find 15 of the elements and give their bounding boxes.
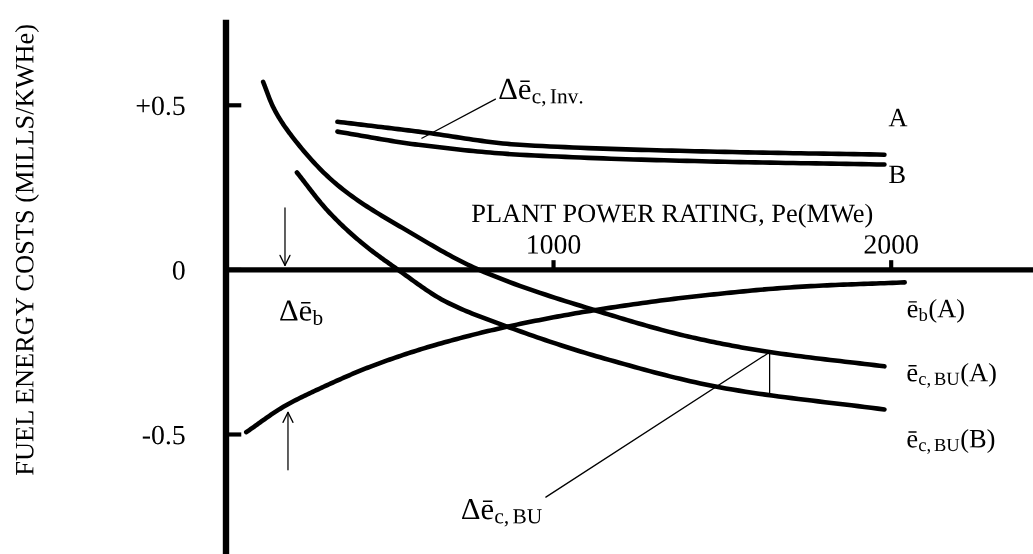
- series-label: ē$_{c,BU}$(B): [907, 429, 995, 454]
- y-tick-label: -0.5: [142, 425, 185, 445]
- annotation: Δē$_{c,BU}$: [462, 498, 542, 527]
- x-tick-label: 2000: [864, 235, 918, 254]
- series-label: A: [888, 108, 908, 127]
- series-label: ē$_{b}$(A): [907, 298, 964, 323]
- y-axis-title: FUEL ENERGY COSTS (MILLS/KWHe): [15, 25, 39, 475]
- y-tick-label: 0: [172, 261, 185, 280]
- series-label: ē$_{c,BU}$(A): [907, 362, 996, 388]
- x-axis-title: PLANT POWER RATING, Pe(MWe): [472, 203, 873, 228]
- x-tick-label: 1000: [528, 235, 581, 254]
- y-tick-label: +0.5: [136, 96, 185, 116]
- annotation: Δē$_{c,Inv.}$: [499, 78, 583, 107]
- annotation: Δē$_{b}$: [280, 300, 323, 325]
- series-label: B: [889, 165, 905, 184]
